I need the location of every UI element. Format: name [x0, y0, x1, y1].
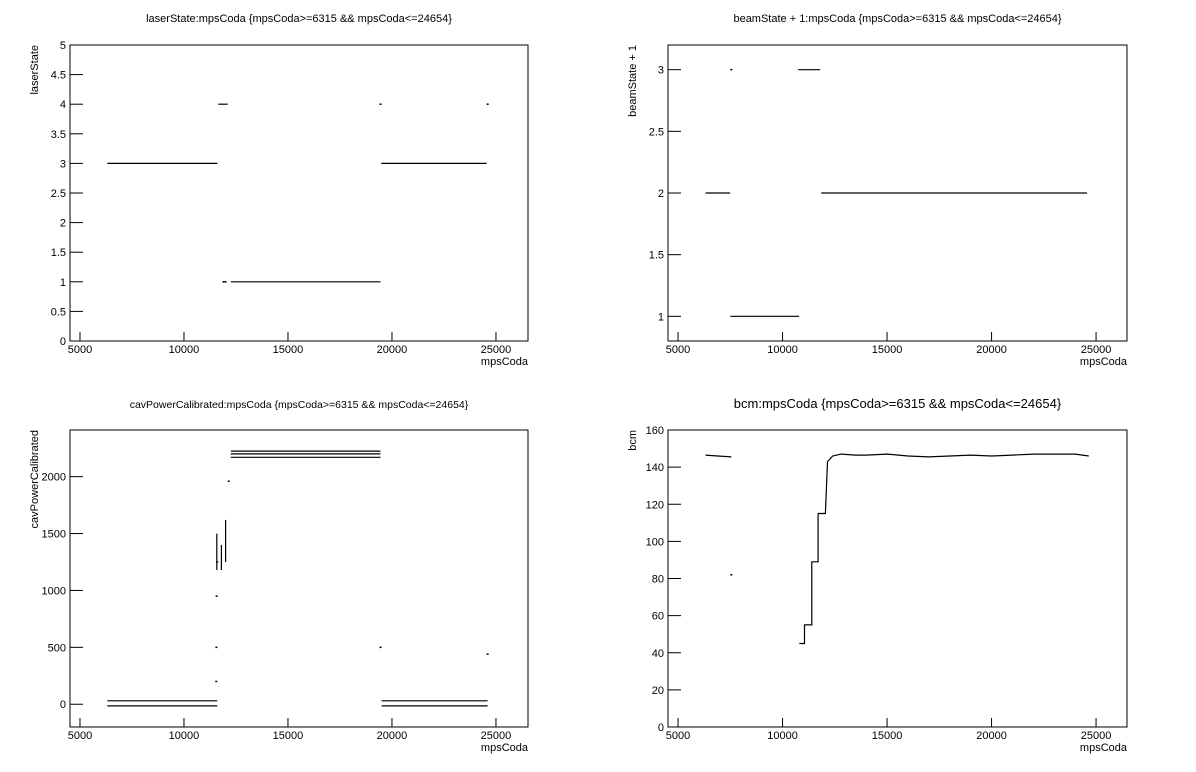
plot-frame — [667, 429, 1128, 728]
y-tick-label: 80 — [652, 574, 664, 586]
plot-frame — [69, 44, 529, 342]
point — [224, 281, 227, 283]
y-tick-label: 2000 — [42, 472, 66, 484]
x-tick-label: 15000 — [872, 344, 903, 356]
x-tick-label: 15000 — [273, 344, 304, 356]
chart-title: bcm:mpsCoda {mpsCoda>=6315 && mpsCoda<=2… — [734, 396, 1062, 411]
x-tick-label: 5000 — [68, 730, 92, 742]
y-tick-label: 3 — [60, 158, 66, 170]
y-axis-label: laserState — [29, 45, 41, 95]
y-tick-label: 1 — [60, 277, 66, 289]
x-tick-label: 25000 — [1081, 730, 1112, 742]
y-tick-label: 2 — [658, 188, 664, 200]
point — [486, 103, 489, 105]
y-tick-label: 0.5 — [51, 306, 66, 318]
y-tick-label: 4.5 — [51, 70, 66, 82]
x-tick-label: 15000 — [872, 730, 903, 742]
y-tick-label: 100 — [646, 536, 664, 548]
y-tick-label: 0 — [60, 699, 66, 711]
point — [379, 103, 382, 105]
y-tick-label: 1 — [658, 311, 664, 323]
chart-title: laserState:mpsCoda {mpsCoda>=6315 && mps… — [146, 13, 452, 25]
point — [215, 680, 218, 683]
chart-title: cavPowerCalibrated:mpsCoda {mpsCoda>=631… — [130, 399, 469, 411]
x-axis-label: mpsCoda — [481, 356, 529, 368]
y-axis-label: bcm — [627, 430, 639, 451]
y-tick-label: 3.5 — [51, 129, 66, 141]
x-tick-label: 20000 — [377, 730, 408, 742]
point — [222, 281, 225, 283]
chart-title: beamState + 1:mpsCoda {mpsCoda>=6315 && … — [733, 13, 1061, 25]
point — [227, 480, 230, 482]
y-tick-label: 2 — [60, 218, 66, 230]
y-tick-label: 1.5 — [649, 250, 664, 262]
x-tick-label: 5000 — [68, 344, 92, 356]
data-line — [705, 454, 732, 458]
y-tick-label: 5 — [60, 40, 66, 52]
y-tick-label: 2.5 — [51, 188, 66, 200]
y-axis-label: beamState + 1 — [627, 45, 639, 117]
x-axis-label: mpsCoda — [481, 742, 529, 754]
y-tick-label: 120 — [646, 499, 664, 511]
x-tick-label: 5000 — [666, 344, 690, 356]
x-tick-label: 25000 — [481, 730, 512, 742]
x-tick-label: 25000 — [1081, 344, 1112, 356]
y-tick-label: 4 — [60, 99, 66, 111]
y-tick-label: 500 — [48, 642, 66, 654]
y-tick-label: 40 — [652, 648, 664, 660]
x-tick-label: 10000 — [767, 344, 798, 356]
point — [730, 68, 733, 71]
y-axis-label: cavPowerCalibrated — [29, 430, 41, 528]
point — [730, 574, 733, 576]
point — [486, 653, 489, 655]
x-tick-label: 10000 — [767, 730, 798, 742]
plot-frame — [69, 429, 529, 728]
y-tick-label: 160 — [646, 425, 664, 437]
x-tick-label: 10000 — [169, 730, 200, 742]
x-axis-label: mpsCoda — [1080, 356, 1128, 368]
x-axis-label: mpsCoda — [1080, 742, 1128, 754]
x-tick-label: 20000 — [976, 730, 1007, 742]
x-tick-label: 10000 — [169, 344, 200, 356]
x-tick-label: 5000 — [666, 730, 690, 742]
x-tick-label: 20000 — [377, 344, 408, 356]
x-tick-label: 25000 — [481, 344, 512, 356]
y-tick-label: 2.5 — [649, 126, 664, 138]
x-tick-label: 15000 — [273, 730, 304, 742]
y-tick-label: 20 — [652, 685, 664, 697]
y-tick-label: 1.5 — [51, 247, 66, 259]
y-tick-label: 1000 — [42, 585, 66, 597]
x-tick-label: 20000 — [976, 344, 1007, 356]
y-tick-label: 3 — [658, 65, 664, 77]
y-tick-label: 0 — [658, 722, 664, 734]
point — [215, 595, 218, 597]
point — [216, 561, 219, 563]
y-tick-label: 0 — [60, 336, 66, 348]
y-tick-label: 60 — [652, 611, 664, 623]
data-line — [799, 453, 1089, 645]
y-tick-label: 140 — [646, 462, 664, 474]
y-tick-label: 1500 — [42, 529, 66, 541]
point — [379, 646, 382, 649]
point — [215, 646, 218, 649]
